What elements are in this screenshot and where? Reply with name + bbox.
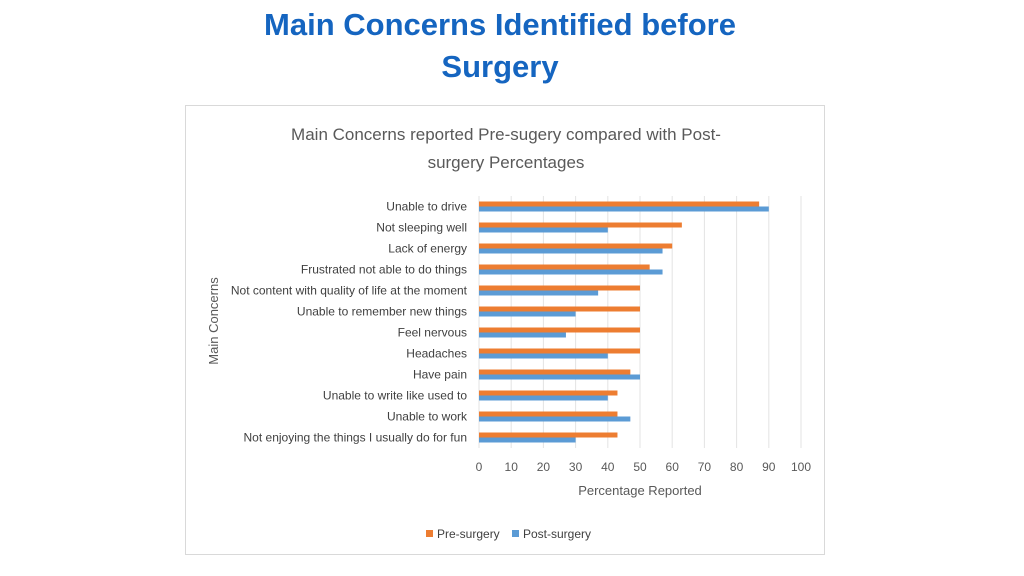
x-tick-label: 80 bbox=[730, 460, 744, 474]
legend-swatch bbox=[426, 530, 433, 537]
bar-post-surgery bbox=[479, 374, 640, 380]
x-tick-label: 20 bbox=[537, 460, 551, 474]
chart-title-line-2: surgery Percentages bbox=[428, 153, 585, 172]
bar-pre-surgery bbox=[479, 411, 618, 417]
x-tick-label: 40 bbox=[601, 460, 615, 474]
slide-title: Main Concerns Identified before Surgery bbox=[0, 4, 1000, 88]
category-label: Unable to drive bbox=[386, 200, 467, 214]
bar-pre-surgery bbox=[479, 285, 640, 291]
category-label: Not sleeping well bbox=[376, 221, 467, 235]
x-tick-label: 50 bbox=[633, 460, 647, 474]
legend-swatch bbox=[512, 530, 519, 537]
bar-post-surgery bbox=[479, 290, 599, 296]
category-label: Feel nervous bbox=[398, 326, 467, 340]
bar-post-surgery bbox=[479, 353, 608, 359]
category-label: Unable to write like used to bbox=[323, 389, 467, 403]
bar-pre-surgery bbox=[479, 243, 673, 249]
bar-pre-surgery bbox=[479, 348, 640, 354]
x-tick-labels: 0 10 20 30 40 50 60 70 80 90 100 bbox=[476, 460, 812, 474]
bar-chart: Main Concerns reported Pre-sugery compar… bbox=[206, 125, 812, 541]
category-label: Unable to remember new things bbox=[297, 305, 467, 319]
bar-pre-surgery bbox=[479, 201, 760, 207]
chart-frame: Main Concerns reported Pre-sugery compar… bbox=[185, 105, 825, 555]
bar-pre-surgery bbox=[479, 390, 618, 396]
x-axis-title: Percentage Reported bbox=[578, 483, 702, 498]
bar-post-surgery bbox=[479, 248, 663, 254]
gridlines bbox=[478, 196, 802, 448]
x-tick-label: 100 bbox=[791, 460, 811, 474]
slide-title-line-1: Main Concerns Identified before bbox=[264, 7, 736, 42]
category-label: Frustrated not able to do things bbox=[301, 263, 467, 277]
bar-pre-surgery bbox=[479, 327, 640, 333]
bar-post-surgery bbox=[479, 206, 769, 212]
category-label: Not content with quality of life at the … bbox=[231, 284, 468, 298]
category-label: Headaches bbox=[406, 347, 467, 361]
legend-label: Pre-surgery bbox=[437, 527, 500, 541]
bar-pre-surgery bbox=[479, 264, 650, 270]
x-tick-label: 70 bbox=[698, 460, 712, 474]
legend: Pre-surgery Post-surgery bbox=[426, 527, 591, 541]
bar-post-surgery bbox=[479, 227, 608, 233]
bar-post-surgery bbox=[479, 395, 608, 401]
bar-pre-surgery bbox=[479, 306, 640, 312]
bar-pre-surgery bbox=[479, 432, 618, 438]
x-tick-label: 10 bbox=[505, 460, 519, 474]
bar-post-surgery bbox=[479, 332, 566, 338]
bar-post-surgery bbox=[479, 269, 663, 275]
category-labels: Unable to drive Not sleeping well Lack of … bbox=[231, 200, 468, 445]
bar-pre-surgery bbox=[479, 222, 682, 228]
legend-label: Post-surgery bbox=[523, 527, 591, 541]
x-tick-label: 0 bbox=[476, 460, 483, 474]
x-tick-label: 30 bbox=[569, 460, 583, 474]
bar-pre-surgery bbox=[479, 369, 631, 375]
x-tick-label: 90 bbox=[762, 460, 776, 474]
slide-title-line-2: Surgery bbox=[441, 49, 559, 84]
chart-title-line-1: Main Concerns reported Pre-sugery compar… bbox=[291, 125, 721, 144]
bar-series bbox=[479, 201, 769, 443]
category-label: Unable to work bbox=[387, 410, 468, 424]
x-tick-label: 60 bbox=[666, 460, 680, 474]
y-axis-title: Main Concerns bbox=[206, 277, 221, 365]
bar-post-surgery bbox=[479, 437, 576, 443]
category-label: Have pain bbox=[413, 368, 467, 382]
category-label: Lack of energy bbox=[388, 242, 467, 256]
bar-post-surgery bbox=[479, 311, 576, 317]
bar-post-surgery bbox=[479, 416, 631, 422]
category-label: Not enjoying the things I usually do for… bbox=[244, 431, 467, 445]
